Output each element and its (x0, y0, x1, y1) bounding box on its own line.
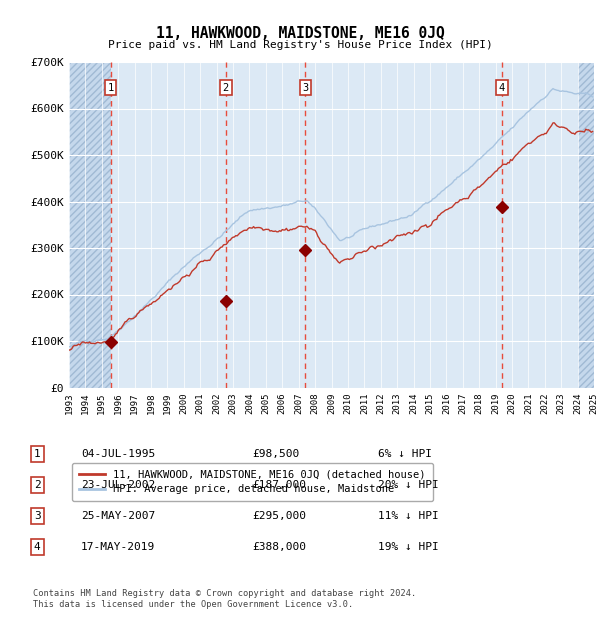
Text: £388,000: £388,000 (252, 542, 306, 552)
Text: 6% ↓ HPI: 6% ↓ HPI (378, 449, 432, 459)
Text: 3: 3 (34, 511, 41, 521)
Text: 2: 2 (34, 480, 41, 490)
Text: Contains HM Land Registry data © Crown copyright and database right 2024.
This d: Contains HM Land Registry data © Crown c… (33, 590, 416, 609)
Text: 19% ↓ HPI: 19% ↓ HPI (378, 542, 439, 552)
Text: 4: 4 (34, 542, 41, 552)
Text: 11, HAWKWOOD, MAIDSTONE, ME16 0JQ: 11, HAWKWOOD, MAIDSTONE, ME16 0JQ (155, 26, 445, 41)
Text: 11% ↓ HPI: 11% ↓ HPI (378, 511, 439, 521)
Text: 23-JUL-2002: 23-JUL-2002 (81, 480, 155, 490)
Text: 3: 3 (302, 82, 308, 92)
Text: 2: 2 (223, 82, 229, 92)
Text: Price paid vs. HM Land Registry's House Price Index (HPI): Price paid vs. HM Land Registry's House … (107, 40, 493, 50)
Bar (69, 62, 110, 388)
Text: 4: 4 (499, 82, 505, 92)
Text: 1: 1 (107, 82, 114, 92)
Text: 1: 1 (34, 449, 41, 459)
Text: 04-JUL-1995: 04-JUL-1995 (81, 449, 155, 459)
Text: £295,000: £295,000 (252, 511, 306, 521)
Bar (578, 62, 594, 388)
Legend: 11, HAWKWOOD, MAIDSTONE, ME16 0JQ (detached house), HPI: Average price, detached: 11, HAWKWOOD, MAIDSTONE, ME16 0JQ (detac… (71, 463, 433, 502)
Text: 25-MAY-2007: 25-MAY-2007 (81, 511, 155, 521)
Text: £187,000: £187,000 (252, 480, 306, 490)
Text: £98,500: £98,500 (252, 449, 299, 459)
Text: 17-MAY-2019: 17-MAY-2019 (81, 542, 155, 552)
Text: 20% ↓ HPI: 20% ↓ HPI (378, 480, 439, 490)
